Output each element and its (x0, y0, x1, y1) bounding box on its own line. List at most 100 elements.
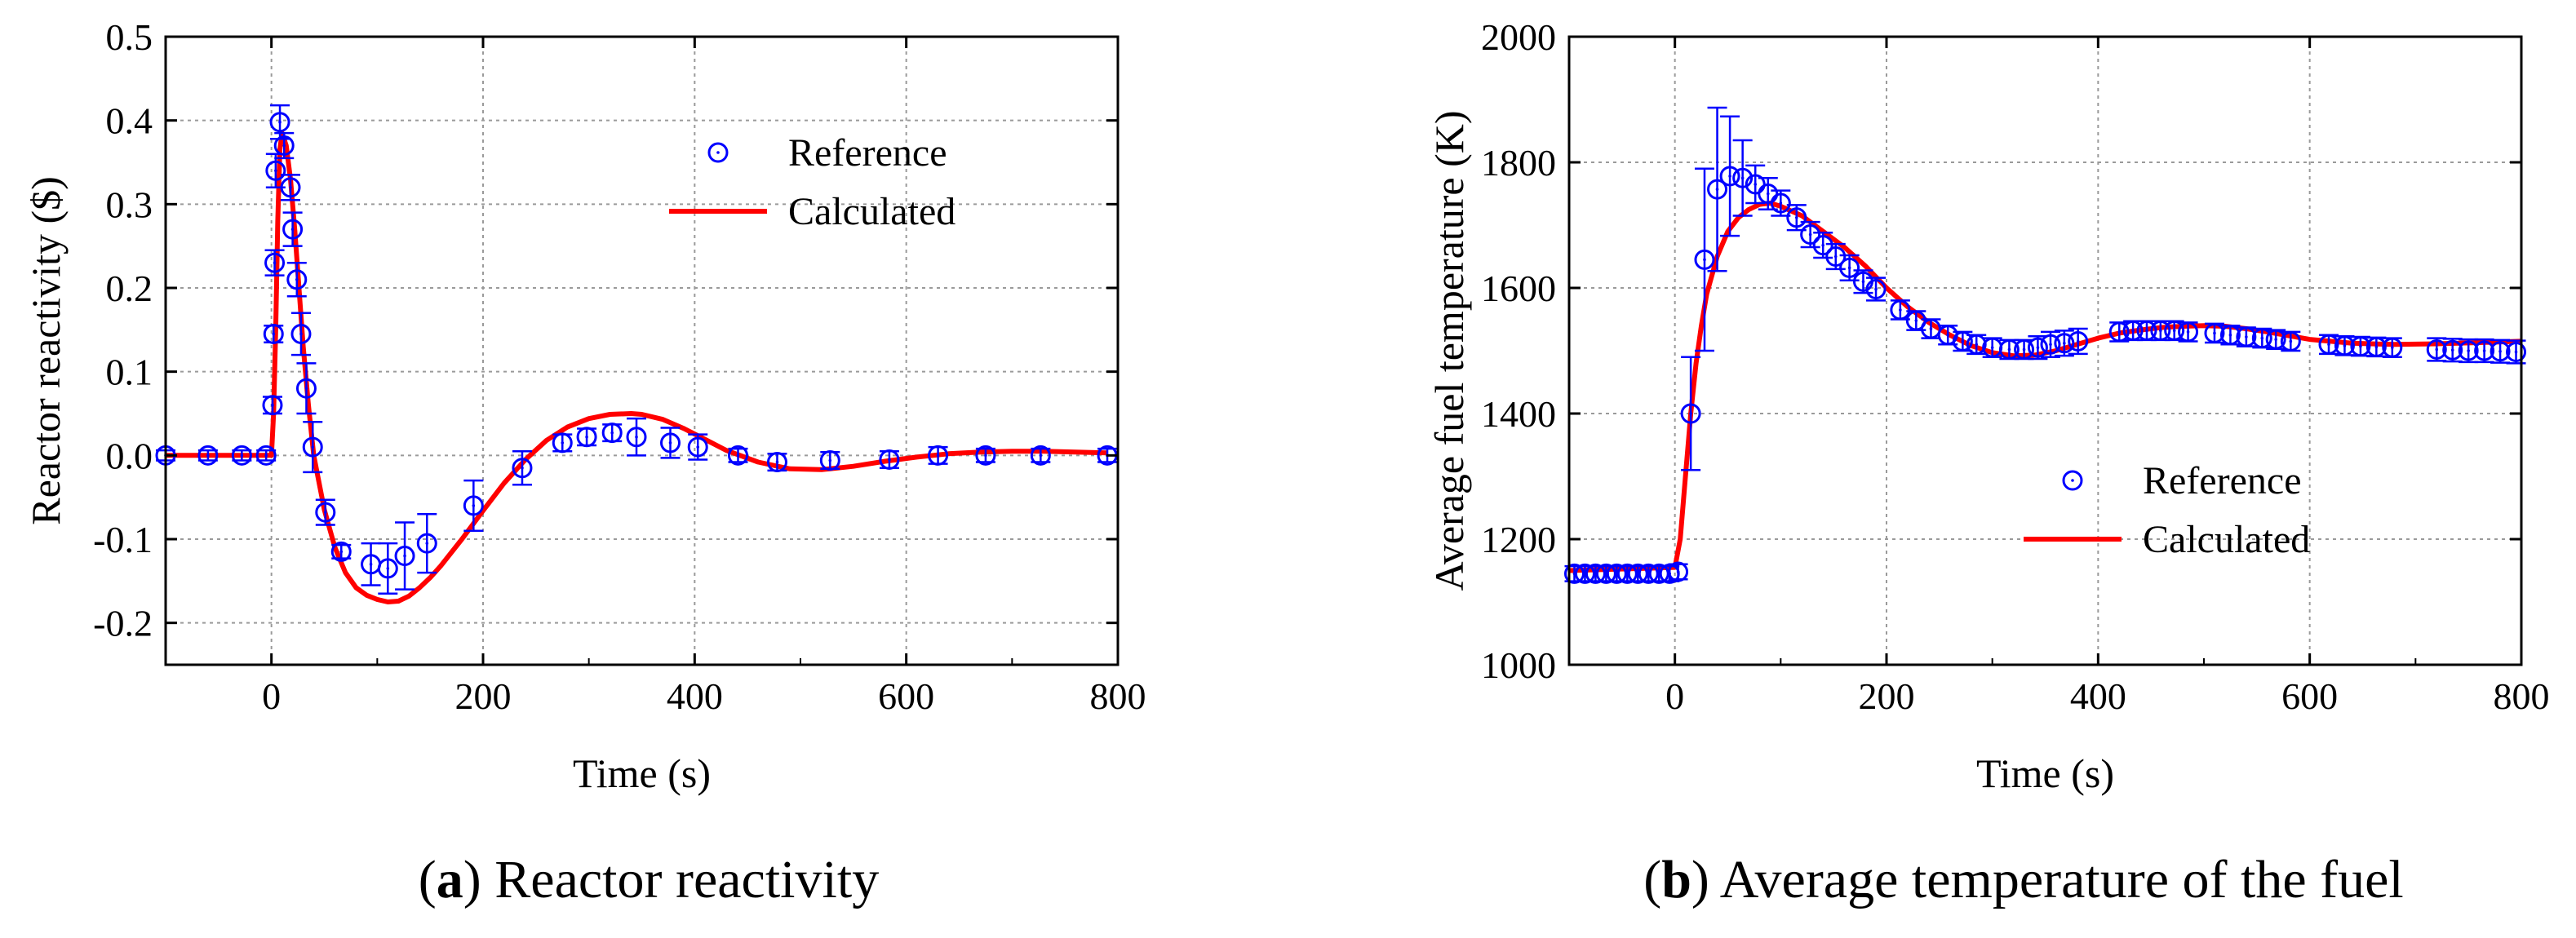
reference-point-center (984, 454, 987, 458)
reference-point-center (295, 277, 299, 281)
reference-point-center (2159, 329, 2162, 333)
x-tick-label: 0 (1665, 675, 1684, 717)
reference-point-marker (2280, 330, 2301, 352)
reference-point-center (425, 542, 429, 545)
reference-point-marker (2382, 337, 2403, 358)
reference-point-center (273, 261, 277, 265)
legend-reference-label: Reference (2143, 459, 2302, 502)
reference-point-center (668, 441, 672, 445)
reference-point-center (561, 441, 565, 445)
reference-point-marker (2136, 320, 2157, 341)
reference-point-marker (1770, 192, 1791, 214)
reference-point-center (311, 445, 315, 449)
reference-point-center (1715, 188, 1719, 191)
reference-point-marker (2014, 338, 2035, 360)
x-axis-title: Time (s) (1976, 750, 2114, 796)
reference-point-center (386, 567, 390, 570)
legend-calculated-label: Calculated (788, 190, 955, 233)
reference-point-center (696, 445, 700, 449)
reference-point-center (2498, 349, 2502, 353)
reference-point-marker (2068, 330, 2089, 352)
reference-point-center (2131, 329, 2135, 333)
plot-frame (1567, 35, 2523, 666)
caption-b: (b) Average temperature of the fuel (1643, 850, 2404, 909)
reference-point-marker (1732, 167, 1754, 188)
reference-point-marker (1595, 563, 1616, 584)
reference-point-center (2289, 339, 2293, 343)
reference-point-marker (330, 541, 352, 562)
reference-point-center (289, 186, 292, 189)
reference-point-marker (928, 445, 949, 466)
reference-point-center (1990, 346, 1994, 349)
reference-point-center (206, 454, 210, 458)
caption-a: (a) Reactor reactivity (419, 850, 879, 909)
reference-point-center (2374, 345, 2379, 349)
reference-point-marker (2027, 337, 2048, 358)
reference-point-marker (2204, 322, 2225, 343)
reference-point-marker (1707, 179, 1728, 200)
reference-point-marker (2350, 336, 2371, 357)
reference-point-center (2343, 344, 2347, 347)
reference-point-marker (2164, 320, 2185, 341)
reference-point-marker (2442, 339, 2463, 361)
reference-point-marker (2318, 334, 2339, 355)
reference-point-center (290, 228, 295, 231)
legend-reference-marker (2062, 470, 2083, 491)
reference-point-center (1946, 333, 1950, 337)
y-tick-label: 1000 (1481, 644, 1556, 686)
reference-point-marker (1786, 207, 1807, 228)
reference-point-center (2076, 339, 2080, 343)
x-tick-label: 800 (2494, 675, 2550, 717)
reference-point-center (1821, 243, 1824, 247)
reference-point-marker (463, 495, 484, 516)
reference-point-center (1874, 287, 1878, 291)
reference-point-marker (2334, 335, 2355, 356)
y-tick-label: 1200 (1481, 519, 1556, 560)
reference-point-marker (1648, 563, 1669, 584)
reference-point-marker (879, 449, 900, 470)
reference-point-center (1754, 183, 1758, 186)
reference-point-center (2482, 349, 2486, 352)
reference-point-marker (1627, 563, 1648, 584)
reference-point-center (1914, 319, 1918, 322)
reference-point-marker (1030, 445, 1051, 466)
legend-reference-marker (707, 142, 729, 163)
legend-reference-label: Reference (788, 131, 947, 175)
reference-point-marker (2040, 334, 2061, 355)
y-tick-label: 0.1 (106, 352, 153, 393)
reference-point-marker (2178, 321, 2199, 343)
panel-a-reactivity-chart: 0 200 400 600 800 -0.2 -0.1 0.0 0.1 0.2 0.3 0.4 0.5 T… (23, 16, 1146, 796)
reference-point-marker (1825, 246, 1847, 267)
reference-point-center (2245, 335, 2248, 338)
reference-point-marker (394, 546, 415, 567)
reference-point-center (2007, 347, 2011, 352)
reference-point-marker (269, 112, 290, 133)
reference-point-center (888, 458, 891, 462)
reference-point-center (264, 454, 268, 458)
x-tick-label: 400 (667, 675, 723, 717)
reference-point-marker (1606, 563, 1627, 584)
reference-point-marker (1585, 563, 1606, 584)
reference-point-center (240, 454, 244, 458)
reference-point-marker (315, 502, 336, 523)
reference-point-center (272, 332, 276, 336)
reference-point-center (1861, 280, 1865, 284)
x-tick-label: 400 (2070, 675, 2126, 717)
reference-point-marker (2108, 321, 2130, 343)
x-tick-label: 800 (1090, 675, 1146, 717)
plot-frame (164, 35, 1120, 666)
reference-point-marker (2054, 333, 2075, 354)
reference-point-marker (2251, 328, 2272, 349)
reference-point-marker (2365, 336, 2387, 357)
y-axis-title: Reactor reactivity ($) (23, 176, 69, 525)
reference-point-center (2514, 350, 2518, 354)
reference-point-marker (2236, 326, 2257, 347)
caption-a-letter: a (437, 850, 463, 909)
reference-point-marker (280, 177, 301, 198)
y-tick-label: 0.4 (106, 100, 153, 142)
reference-point-marker (262, 395, 283, 416)
reference-point-marker (512, 458, 533, 479)
reference-point-marker (286, 269, 308, 290)
reference-point-center (271, 403, 274, 407)
reference-point-center (1961, 339, 1965, 343)
